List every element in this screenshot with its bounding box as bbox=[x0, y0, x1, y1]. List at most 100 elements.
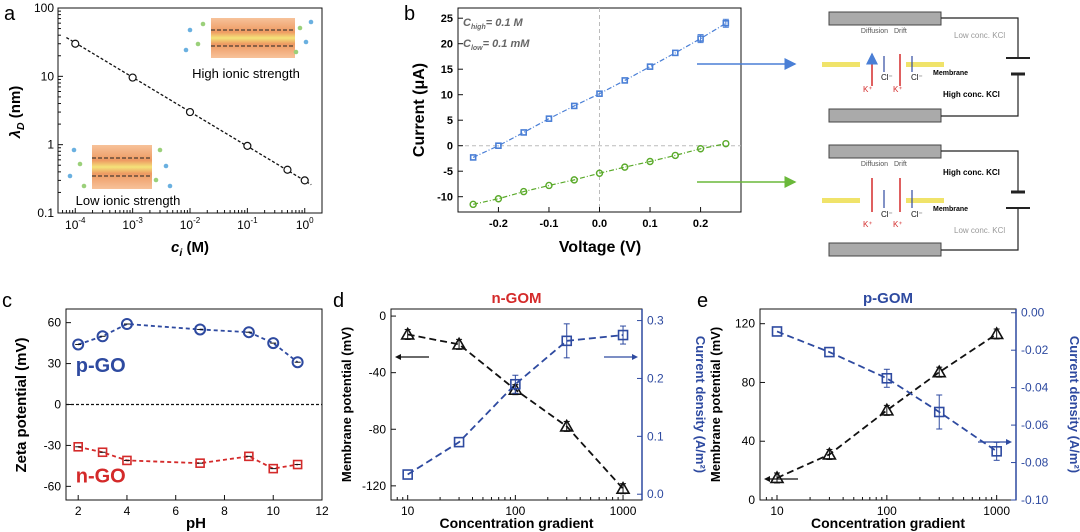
y-tick-label: -60 bbox=[44, 479, 62, 493]
x-axis-label: Voltage (V) bbox=[559, 239, 641, 256]
x-tick-label: 10 bbox=[267, 504, 281, 518]
y-tick-label: -80 bbox=[369, 422, 387, 436]
y2-tick-label: 0.0 bbox=[647, 487, 664, 501]
y2-tick-label: -0.10 bbox=[1021, 493, 1049, 507]
ion-dot bbox=[167, 183, 173, 189]
schematic-top-membrane: Membrane bbox=[933, 70, 968, 77]
x-tick-label: 8 bbox=[221, 504, 228, 518]
schematic-bottom-diffusion: Diffusion bbox=[861, 161, 888, 168]
data-point bbox=[672, 49, 679, 57]
chart-d: n-GOM 10 100 1000 -120 -80 -40 0 0.0 0.1 0.2 0.3 Con… bbox=[339, 290, 708, 531]
x-tick-label: 12 bbox=[315, 504, 329, 518]
ion-dot bbox=[293, 49, 299, 55]
schematic-top-high: High conc. KCl bbox=[943, 90, 1000, 99]
chart-e: p-GOM 10 100 1000 0 40 80 120 -0.10 -0.08 -0.06 -0.… bbox=[708, 290, 1080, 531]
x-axis-label: pH bbox=[186, 515, 206, 532]
x-tick-label: 0.2 bbox=[693, 218, 708, 230]
y-tick-label: -10 bbox=[437, 192, 453, 204]
y2-tick-label: 0.2 bbox=[647, 371, 664, 385]
schematic-bottom-high: High conc. KCl bbox=[943, 168, 1000, 177]
data-point bbox=[120, 318, 133, 331]
y-tick-label: 10 bbox=[41, 69, 55, 83]
data-point bbox=[268, 463, 279, 474]
series-line-blue bbox=[472, 22, 727, 158]
panel-label-d: d bbox=[333, 290, 344, 312]
series-label-p-GO: p-GO bbox=[76, 355, 126, 377]
data-point bbox=[71, 39, 80, 48]
x-tick-label: 100 bbox=[877, 504, 897, 518]
schematic-bottom-k1: K⁺ bbox=[863, 220, 873, 229]
x-tick-label: 10-1 bbox=[237, 216, 258, 232]
data-point bbox=[469, 200, 477, 209]
data-point bbox=[469, 154, 477, 161]
ion-dot bbox=[163, 163, 169, 169]
x-tick-label: 100 bbox=[505, 504, 525, 518]
series-label-n-GO: n-GO bbox=[76, 465, 126, 487]
ion-dot bbox=[157, 147, 163, 153]
ion-dot bbox=[187, 27, 193, 33]
panel-label-e: e bbox=[697, 290, 708, 312]
series-line-green bbox=[473, 143, 726, 205]
data-point bbox=[671, 151, 680, 160]
series-line-membrane bbox=[776, 333, 998, 479]
data-point bbox=[300, 176, 309, 185]
data-point bbox=[520, 129, 527, 136]
data-point-current bbox=[933, 406, 945, 418]
y2-axis-label: Current density (A/m²) bbox=[693, 336, 708, 473]
data-point bbox=[72, 338, 85, 351]
data-point-membrane bbox=[931, 364, 947, 378]
schematic-top-diffusion: Diffusion bbox=[861, 28, 888, 35]
ion-dot bbox=[200, 21, 206, 27]
y-tick-label: 10 bbox=[441, 90, 453, 102]
schematic-bottom-cl2: Cl⁻ bbox=[911, 210, 923, 219]
x-tick-label: 10-2 bbox=[180, 216, 201, 232]
data-point bbox=[495, 142, 502, 149]
data-point-current bbox=[453, 436, 465, 448]
data-point bbox=[128, 73, 137, 82]
y-tick-label: 25 bbox=[441, 13, 453, 25]
legend-clow: Clow= 0.1 mM bbox=[463, 38, 530, 52]
data-point bbox=[596, 90, 603, 97]
data-point-current bbox=[617, 329, 629, 341]
x-tick-label: -0.2 bbox=[489, 218, 508, 230]
data-point-current bbox=[561, 335, 573, 347]
x-axis-label: Concentration gradient bbox=[811, 515, 965, 531]
x-tick-label: 10 bbox=[401, 504, 415, 518]
panel-label-a: a bbox=[4, 3, 16, 25]
data-point bbox=[519, 187, 528, 196]
data-point-membrane bbox=[451, 336, 467, 350]
svg-text:λD (nm): λD (nm) bbox=[7, 86, 27, 140]
data-point bbox=[595, 169, 604, 177]
y-tick-label: -40 bbox=[369, 366, 387, 380]
annotation-low: Low ionic strength bbox=[76, 193, 181, 208]
schematic-top-low: Low conc. KCl bbox=[954, 31, 1005, 40]
y-tick-label: 100 bbox=[34, 1, 54, 15]
y2-tick-label: -0.08 bbox=[1021, 456, 1049, 470]
schematic-top-k1: K⁺ bbox=[863, 85, 873, 94]
arrow-right-head bbox=[632, 354, 638, 360]
data-point bbox=[696, 145, 705, 153]
ion-dot bbox=[303, 39, 309, 45]
data-point-membrane bbox=[559, 418, 575, 432]
data-point bbox=[244, 451, 254, 462]
data-point bbox=[122, 455, 132, 466]
ion-dot bbox=[195, 41, 201, 47]
y-tick-label: 1 bbox=[47, 138, 54, 152]
schematic-bottom: Diffusion Drift High conc. KCl Membrane … bbox=[822, 144, 1030, 257]
data-point-current bbox=[771, 326, 783, 337]
data-point bbox=[73, 441, 83, 452]
data-point-membrane bbox=[989, 326, 1005, 340]
chart-b: -0.2 -0.1 0.0 0.1 0.2 -10 -5 0 5 10 15 20 25 Voltage … bbox=[411, 7, 742, 256]
x-tick-label: 0.0 bbox=[592, 218, 607, 230]
data-point-membrane bbox=[822, 446, 837, 460]
data-point-membrane bbox=[769, 470, 785, 484]
data-point bbox=[646, 63, 654, 70]
data-point bbox=[194, 323, 207, 336]
data-point bbox=[570, 176, 578, 184]
ion-dot bbox=[153, 177, 159, 183]
ion-dots-decoration bbox=[67, 19, 314, 189]
annotation-high: High ionic strength bbox=[192, 66, 300, 81]
y2-tick-label: -0.02 bbox=[1021, 343, 1049, 357]
data-point-current bbox=[824, 346, 835, 358]
